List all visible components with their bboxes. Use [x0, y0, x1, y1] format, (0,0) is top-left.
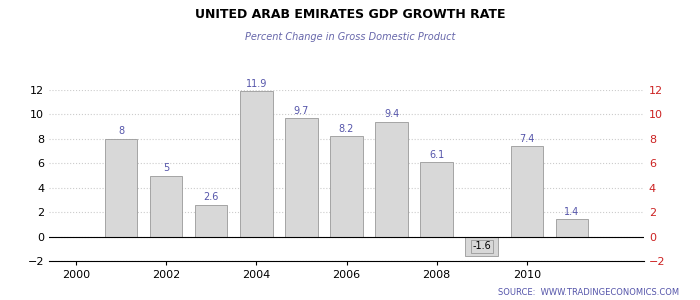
Text: 8: 8	[118, 126, 124, 136]
Bar	[510, 146, 543, 237]
Text: 5: 5	[163, 163, 169, 173]
Bar	[330, 136, 363, 237]
Text: 7.4: 7.4	[519, 134, 535, 144]
Text: -1.6: -1.6	[473, 241, 491, 251]
Bar	[466, 237, 498, 256]
Bar	[240, 91, 272, 237]
Bar	[285, 118, 318, 237]
Text: 8.2: 8.2	[339, 124, 354, 134]
Bar	[375, 122, 408, 237]
Text: UNITED ARAB EMIRATES GDP GROWTH RATE: UNITED ARAB EMIRATES GDP GROWTH RATE	[195, 8, 505, 20]
Text: 11.9: 11.9	[246, 79, 267, 89]
Bar	[150, 176, 183, 237]
Bar	[421, 162, 453, 237]
Text: 2.6: 2.6	[204, 192, 219, 203]
Bar	[556, 220, 588, 237]
Text: 9.7: 9.7	[294, 106, 309, 116]
Text: SOURCE:  WWW.TRADINGECONOMICS.COM: SOURCE: WWW.TRADINGECONOMICS.COM	[498, 288, 679, 297]
Text: 1.4: 1.4	[564, 207, 580, 217]
Text: 9.4: 9.4	[384, 109, 399, 119]
Bar	[195, 205, 228, 237]
Text: Percent Change in Gross Domestic Product: Percent Change in Gross Domestic Product	[245, 32, 455, 41]
Bar	[105, 139, 137, 237]
Text: 6.1: 6.1	[429, 150, 444, 160]
